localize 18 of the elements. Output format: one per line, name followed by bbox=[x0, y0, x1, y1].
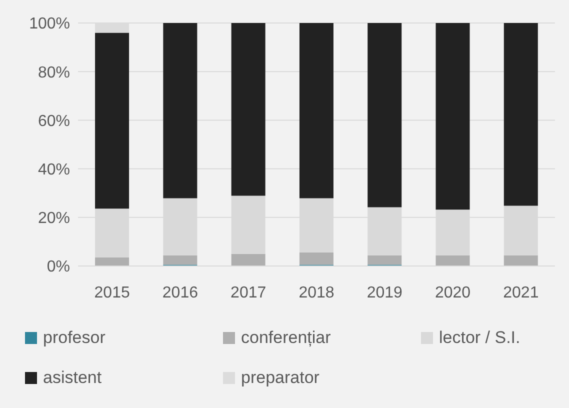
x-tick-label: 2018 bbox=[298, 284, 334, 302]
y-tick-label: 0% bbox=[46, 258, 70, 276]
x-tick-label: 2016 bbox=[162, 284, 198, 302]
y-tick-label: 40% bbox=[38, 161, 70, 178]
y-tick-label: 60% bbox=[38, 112, 70, 130]
legend-label: preparator bbox=[241, 368, 320, 388]
y-tick-label: 100% bbox=[29, 16, 70, 33]
legend-label: profesor bbox=[43, 328, 106, 348]
y-tick-label: 80% bbox=[38, 64, 70, 82]
legend-label: asistent bbox=[43, 368, 102, 388]
x-tick-label: 2015 bbox=[94, 284, 130, 302]
x-tick-label: 2017 bbox=[230, 284, 266, 302]
y-tick-label: 20% bbox=[38, 210, 70, 228]
x-tick-label: 2020 bbox=[434, 284, 471, 302]
legend-label: conferențiar bbox=[241, 328, 331, 348]
x-tick-label: 2021 bbox=[503, 284, 539, 302]
x-tick-label: 2019 bbox=[366, 284, 403, 302]
legend-label: lector / S.I. bbox=[439, 328, 520, 348]
